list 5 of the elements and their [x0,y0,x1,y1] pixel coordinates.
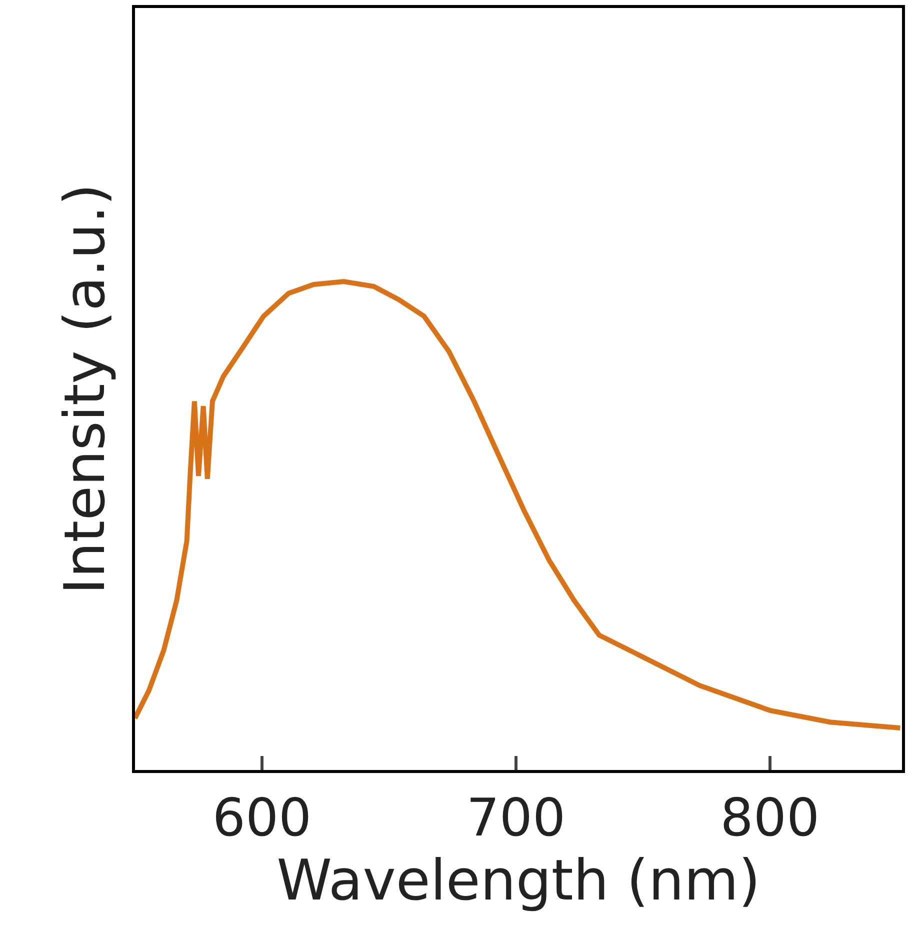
y-axis-title: Intensity (a.u.) [52,184,118,594]
x-tick-label: 700 [466,788,566,848]
x-axis-title: Wavelength (nm) [276,848,760,914]
x-tick-label: 600 [212,788,312,848]
x-tick-label: 800 [720,788,820,848]
